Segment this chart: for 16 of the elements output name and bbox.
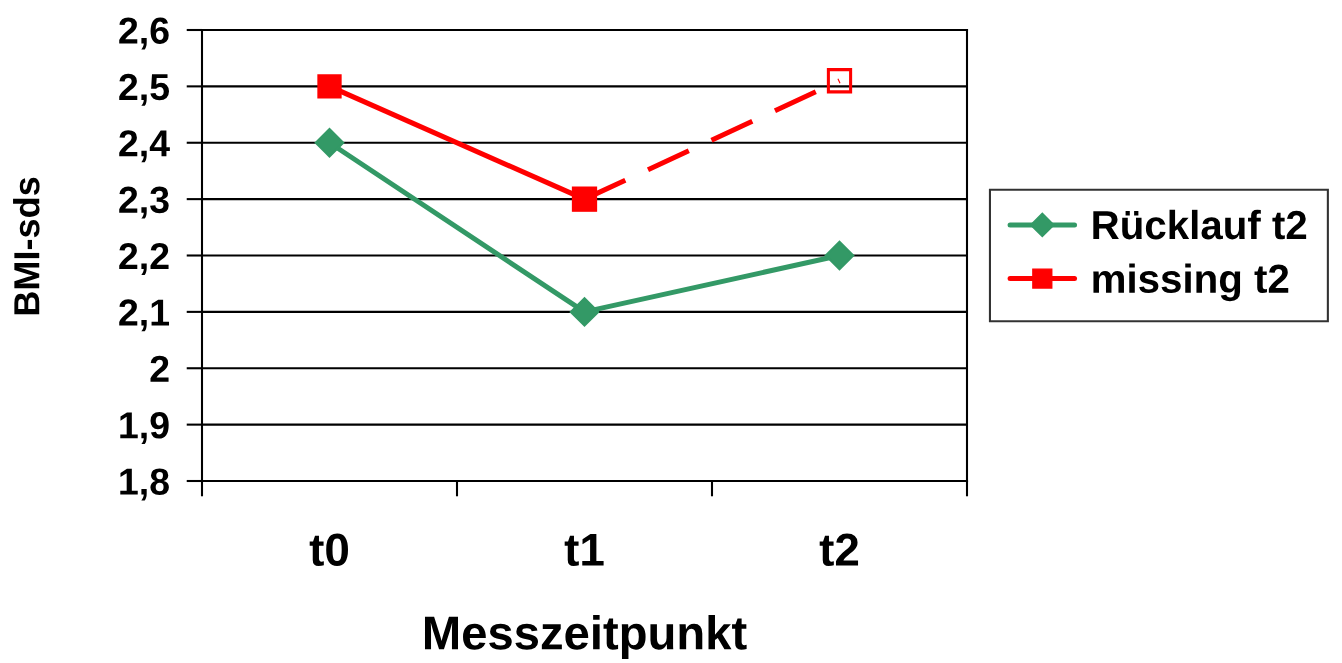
y-tick-label: 2,2 [119, 242, 169, 275]
y-tick-label: 2,3 [119, 186, 169, 219]
y-tick-label: 1,8 [120, 468, 169, 501]
x-axis-title: Messzeitpunkt [424, 615, 747, 660]
y-tick-label: 2,6 [119, 17, 169, 50]
y-axis-title: BMI-sds [13, 177, 40, 315]
legend-label: missing t2 [1093, 263, 1289, 302]
x-tick-label: t1 [564, 534, 604, 566]
y-tick-label: 2,4 [119, 130, 170, 163]
y-tick-label: 1,9 [120, 412, 169, 445]
legend-label: Rücklauf t2 [1093, 209, 1307, 240]
y-tick-label: 2 [150, 355, 169, 382]
y-tick-label: 2,1 [119, 299, 170, 332]
x-tick-label: t0 [309, 533, 348, 567]
y-tick-label: 2,5 [119, 73, 170, 106]
x-tick-label: t2 [819, 533, 859, 566]
